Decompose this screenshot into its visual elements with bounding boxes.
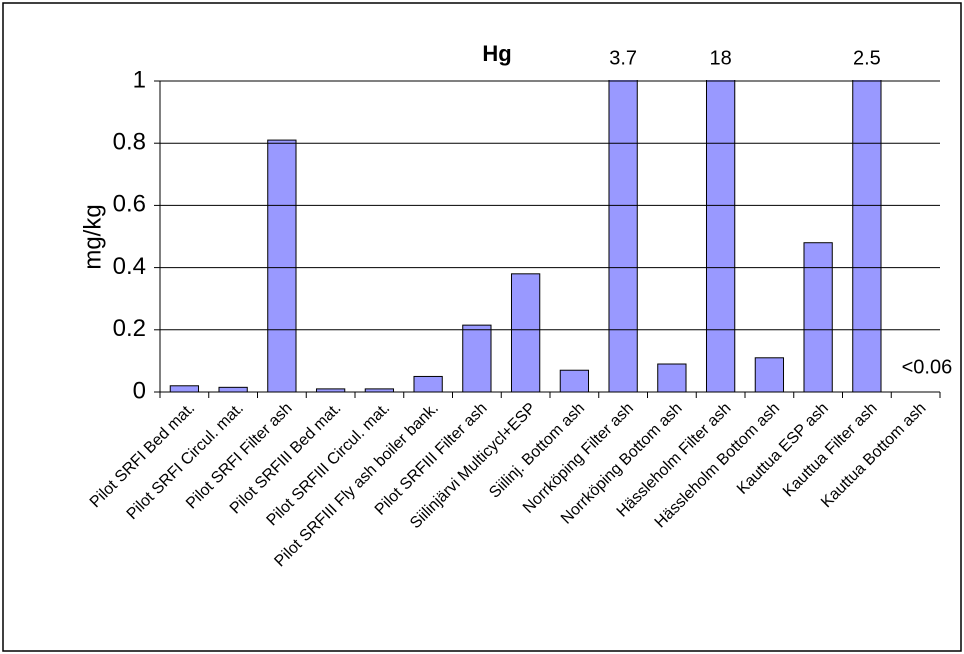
bar: [267, 139, 297, 393]
value-label: <0.06: [902, 356, 953, 378]
chart-title: Hg: [482, 41, 511, 66]
bar: [169, 385, 200, 393]
bar: [803, 242, 833, 393]
value-label: 2.5: [853, 47, 881, 69]
y-tick-label: 0: [133, 377, 146, 404]
bar: [657, 363, 687, 393]
bar: [754, 357, 785, 393]
y-tick-label: 1: [133, 66, 146, 93]
y-tick-label: 0.4: [113, 253, 146, 280]
bar: [559, 369, 590, 393]
y-tick-label: 0.8: [113, 129, 146, 156]
bar: [413, 375, 443, 393]
bar: [510, 273, 541, 393]
y-tick-label: 0.6: [113, 191, 146, 218]
value-label: 18: [710, 47, 732, 69]
bar: [462, 324, 492, 393]
bar-group: [169, 80, 882, 393]
bar: [218, 386, 248, 393]
y-axis-label: mg/kg: [79, 204, 106, 269]
value-label: 3.7: [609, 47, 637, 69]
y-tick-label: 0.2: [113, 315, 146, 342]
bar: [852, 80, 882, 393]
